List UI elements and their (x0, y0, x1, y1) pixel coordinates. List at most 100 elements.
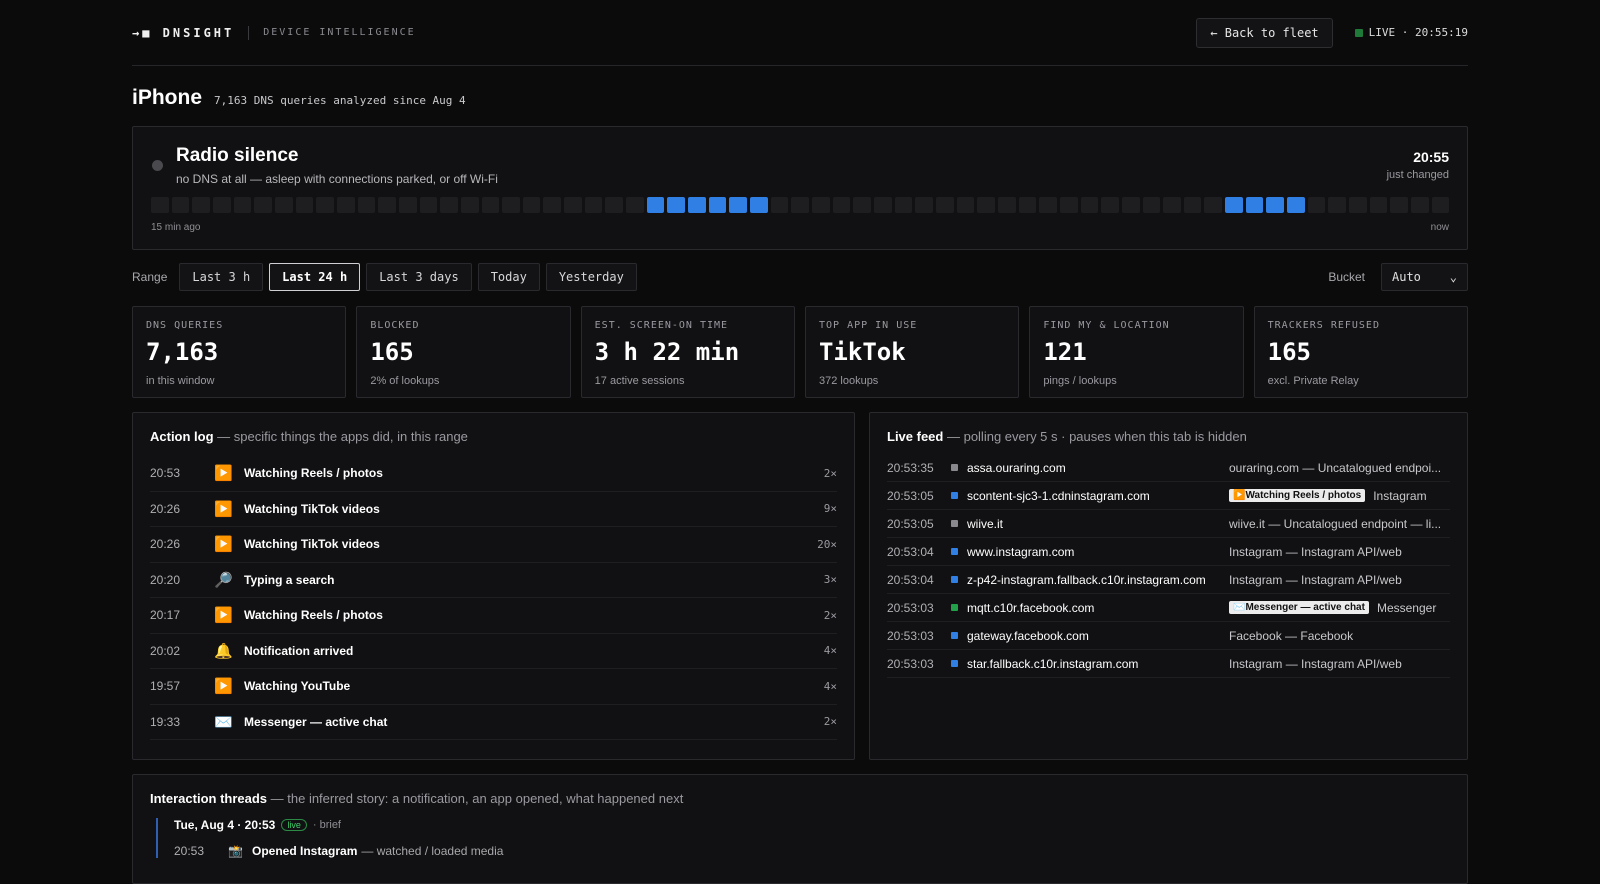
activity-bar (1411, 197, 1429, 213)
interaction-threads-panel: Interaction threads — the inferred story… (132, 774, 1468, 884)
brand-logo[interactable]: →■ DNSIGHT (132, 25, 235, 40)
action-label: Typing a search (244, 572, 335, 587)
bell-icon: 🔔 (214, 642, 233, 660)
activity-bar (1142, 197, 1161, 213)
live-feed-row[interactable]: 20:53:04 www.instagram.com Instagram — Ins… (887, 538, 1450, 566)
action-label: Watching Reels / photos (244, 466, 383, 481)
action-log-row[interactable]: 19:57 ▶️ Watching YouTube 4× (150, 669, 837, 705)
action-log-row[interactable]: 20:02 🔔 Notification arrived 4× (150, 634, 837, 669)
feed-description: ouraring.com — Uncatalogued endpoi... (1229, 461, 1450, 475)
activity-timeline (151, 197, 1450, 213)
action-log-heading: Action log (150, 429, 214, 444)
action-log-row[interactable]: 20:53 ▶️ Watching Reels / photos 2× (150, 456, 837, 492)
activity-bar (1349, 197, 1367, 213)
envelope-icon: ✉️ (214, 713, 233, 731)
range-option-last-3h[interactable]: Last 3 h (179, 263, 264, 291)
range-option-yesterday[interactable]: Yesterday (545, 263, 637, 291)
live-status-icon (1354, 28, 1363, 37)
action-log-list: 20:53 ▶️ Watching Reels / photos 2× 20:26 ▶️ W… (150, 456, 837, 740)
live-feed-row[interactable]: 20:53:03 gateway.facebook.com Facebook — F… (887, 622, 1450, 650)
play-icon: ▶️ (214, 607, 233, 625)
live-feed-row[interactable]: 20:53:04 z-p42-instagram.fallback.c10r.in… (887, 566, 1450, 594)
action-count: 3× (823, 573, 837, 587)
category-dot-icon (951, 632, 958, 639)
activity-bar (667, 197, 686, 213)
action-count: 4× (823, 679, 837, 693)
activity-bar (460, 197, 479, 213)
action-log-row[interactable]: 20:26 ▶️ Watching TikTok videos 20× (150, 527, 837, 563)
live-feed-row[interactable]: 20:53:05 wiive.it wiive.it — Uncatalogued … (887, 510, 1450, 538)
activity-bar (502, 197, 520, 213)
live-clock: LIVE · 20:55:19 (1368, 26, 1468, 39)
action-count: 2× (823, 608, 837, 622)
activity-bar (171, 197, 190, 213)
threads-title: Interaction threads — the inferred story… (150, 791, 1450, 806)
stat-sub: 372 lookups (818, 375, 879, 387)
range-option-today[interactable]: Today (477, 263, 540, 291)
live-feed-heading: Live feed (887, 429, 944, 444)
brand-divider (248, 25, 250, 40)
action-time: 20:20 (150, 572, 181, 587)
activity-bar (357, 197, 376, 213)
status-changed: just changed (1386, 169, 1449, 181)
feed-desc-text: Instagram — Instagram API/web (1229, 572, 1402, 587)
action-count: 20× (817, 537, 837, 551)
activity-bar (812, 197, 830, 213)
live-feed-row[interactable]: 20:53:35 assa.ouraring.com ouraring.com — … (887, 454, 1450, 482)
action-log-title: Action log — specific things the apps di… (150, 429, 837, 444)
activity-bar (708, 197, 727, 213)
threads-heading: Interaction threads (150, 791, 268, 806)
live-feed-row[interactable]: 20:53:05 scontent-sjc3-1.cdninstagram.com… (887, 482, 1450, 510)
action-log-row[interactable]: 20:20 🔎 Typing a search 3× (150, 563, 837, 598)
activity-bar (997, 197, 1016, 213)
activity-bar (1245, 197, 1264, 213)
activity-bar (564, 197, 582, 213)
live-feed-row[interactable]: 20:53:03 star.fallback.c10r.instagram.com… (887, 650, 1450, 678)
action-label: Watching TikTok videos (244, 537, 380, 552)
range-option-last-3-days[interactable]: Last 3 days (366, 263, 472, 291)
feed-time: 20:53:05 (887, 488, 934, 503)
stat-find-my: FIND MY & LOCATION 121 pings / lookups (1029, 306, 1244, 398)
action-time: 20:26 (150, 501, 181, 516)
activity-bar (1307, 197, 1326, 213)
activity-bar (894, 197, 913, 213)
activity-bar (1121, 197, 1140, 213)
device-subtitle: 7,163 DNS queries analyzed since Aug 4 (214, 94, 466, 107)
action-log-row[interactable]: 20:26 ▶️ Watching TikTok videos 9× (150, 492, 837, 527)
activity-bar (729, 197, 748, 213)
live-badge: live (281, 819, 307, 831)
bucket-select[interactable]: Auto ⌄ (1381, 263, 1468, 291)
activity-bar (626, 197, 644, 213)
feed-description: Instagram — Instagram API/web (1229, 573, 1450, 587)
stat-sub: pings / lookups (1043, 375, 1117, 387)
feed-time: 20:53:05 (887, 516, 934, 531)
thread-item[interactable]: Tue, Aug 4 · 20:53 live · brief 20:53 📸 … (156, 818, 1450, 858)
activity-bar (977, 197, 995, 213)
action-log-row[interactable]: 20:17 ▶️ Watching Reels / photos 2× (150, 598, 837, 634)
feed-desc-text: Facebook — Facebook (1229, 628, 1354, 643)
feed-domain: scontent-sjc3-1.cdninstagram.com (967, 488, 1150, 503)
status-description: no DNS at all — asleep with connections … (176, 172, 498, 186)
range-option-last-24h[interactable]: Last 24 h (269, 263, 361, 291)
activity-bar (1431, 197, 1450, 213)
feed-time: 20:53:03 (887, 656, 934, 671)
stat-label: FIND MY & LOCATION (1043, 320, 1170, 331)
feed-domain: gateway.facebook.com (967, 628, 1089, 643)
action-log-row[interactable]: 19:33 ✉️ Messenger — active chat 2× (150, 705, 837, 740)
action-time: 20:53 (150, 466, 181, 481)
action-count: 4× (823, 644, 837, 658)
back-to-fleet-button[interactable]: ← Back to fleet (1196, 17, 1333, 48)
activity-bar (1328, 197, 1347, 213)
live-indicator: LIVE · 20:55:19 (1354, 26, 1468, 39)
bucket-value: Auto (1392, 270, 1421, 284)
activity-bar (832, 197, 851, 213)
activity-bar (192, 197, 210, 213)
live-feed-row[interactable]: 20:53:03 mqtt.c10r.facebook.com ✉️Messenge… (887, 594, 1450, 622)
action-label: Messenger — active chat (244, 714, 388, 729)
activity-bar (233, 197, 252, 213)
stat-value: 165 (1267, 338, 1311, 366)
thread-event-time: 20:53 (174, 844, 205, 858)
activity-bar (915, 197, 933, 213)
activity-bar (378, 197, 396, 213)
live-feed-subtitle: — polling every 5 s · pauses when this t… (943, 429, 1247, 444)
